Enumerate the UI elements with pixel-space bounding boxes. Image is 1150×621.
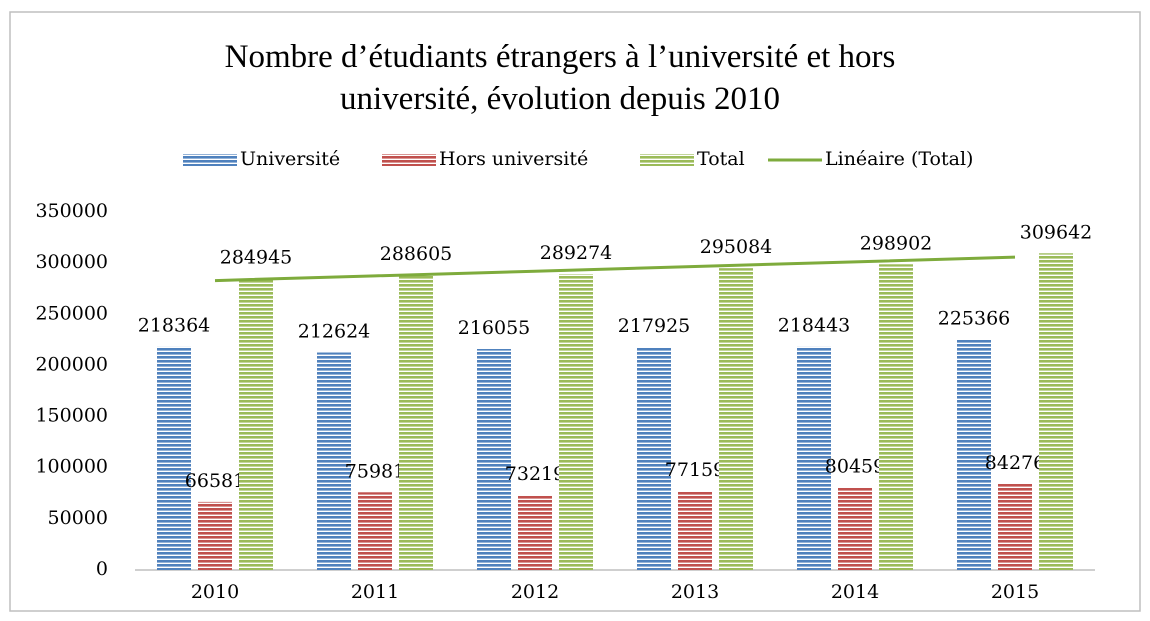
legend-swatch [183,154,237,166]
bar [239,278,273,570]
bar [879,264,913,570]
bar [518,495,552,570]
data-label: 84276 [985,452,1045,474]
y-tick-label: 250000 [35,302,108,324]
data-label: 66581 [185,470,245,492]
data-label: 309642 [1020,221,1093,243]
bar [838,487,872,570]
y-tick-label: 50000 [48,507,108,529]
x-tick-label: 2013 [671,581,719,603]
data-label: 218364 [138,315,211,337]
data-label: 80459 [825,456,885,478]
data-label: 225366 [938,307,1011,329]
x-tick-label: 2014 [831,581,879,603]
data-label: 284945 [220,247,293,269]
y-tick-label: 150000 [35,405,108,427]
legend-label: Hors université [439,148,588,170]
data-label: 218443 [778,315,851,337]
data-label: 212624 [298,321,371,343]
data-label: 288605 [380,243,453,265]
x-tick-label: 2015 [991,581,1039,603]
bar [358,492,392,570]
data-label: 217925 [618,315,691,337]
y-tick-label: 200000 [35,353,108,375]
bar [998,483,1032,570]
bar [559,274,593,570]
legend-label: Total [697,148,745,170]
legend-label: Linéaire (Total) [825,148,973,170]
bar [198,501,232,570]
data-label: 289274 [540,242,613,264]
bar [477,349,511,570]
y-tick-label: 100000 [35,456,108,478]
y-tick-label: 0 [96,558,108,580]
bar [399,274,433,570]
data-label: 295084 [700,236,773,258]
legend-swatch [382,154,436,166]
legend-swatch [640,154,694,166]
bar [719,268,753,570]
bar [317,352,351,570]
bar [157,346,191,570]
bar [637,347,671,570]
chart-border [9,11,1141,612]
y-tick-label: 350000 [35,200,108,222]
data-label: 77159 [665,459,725,481]
bar [957,339,991,570]
bar [678,491,712,570]
data-label: 298902 [860,232,933,254]
bar [797,346,831,570]
x-tick-label: 2010 [191,581,239,603]
y-tick-label: 300000 [35,251,108,273]
legend-label: Université [240,148,340,170]
data-label: 75981 [345,460,405,482]
data-label: 73219 [505,463,565,485]
x-tick-label: 2012 [511,581,559,603]
bar [1039,253,1073,571]
x-tick-label: 2011 [351,581,399,603]
data-label: 216055 [458,317,531,339]
trend-line [214,255,1016,283]
chart-title: Nombre d’étudiants étrangers à l’univers… [224,39,896,117]
